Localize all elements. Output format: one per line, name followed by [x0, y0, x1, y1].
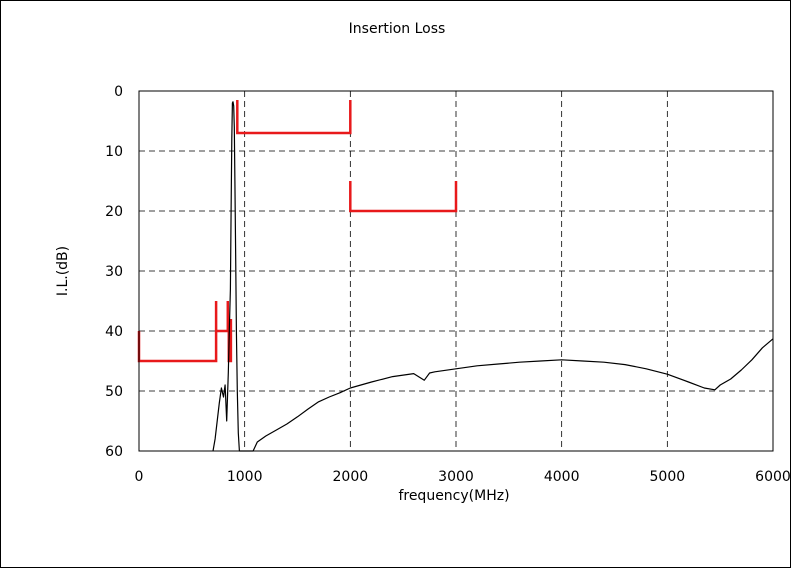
x-tick-label: 1000 [227, 469, 263, 485]
x-tick-label: 5000 [650, 469, 686, 485]
y-tick-label: 30 [105, 264, 123, 280]
y-tick-label: 40 [105, 324, 123, 340]
spec-mask-2 [216, 301, 230, 333]
spec-mask-4 [236, 100, 352, 135]
insertion-loss-trace [212, 101, 774, 452]
y-tick-label: 0 [114, 84, 123, 100]
x-tick-label: 4000 [544, 469, 580, 485]
y-tick-label: 60 [105, 444, 123, 460]
plot-area [137, 90, 774, 452]
y-tick-label: 50 [105, 384, 123, 400]
x-tick-label: 2000 [333, 469, 369, 485]
x-tick-label: 3000 [438, 469, 474, 485]
x-axis-label: frequency(MHz) [398, 488, 509, 504]
y-tick-label: 20 [105, 204, 123, 220]
x-tick-label: 6000 [755, 469, 791, 485]
x-tick-label: 0 [135, 469, 144, 485]
grid [139, 91, 773, 451]
y-tick-label: 10 [105, 144, 123, 160]
y-axis-label: I.L.(dB) [55, 246, 71, 296]
tick-labels: 0 1000 2000 3000 4000 5000 6000 0 10 20 30 40 50 60 [105, 84, 791, 485]
spec-mask-5 [349, 181, 458, 213]
plot-border [138, 90, 774, 452]
chart-title: Insertion Loss [349, 21, 446, 37]
